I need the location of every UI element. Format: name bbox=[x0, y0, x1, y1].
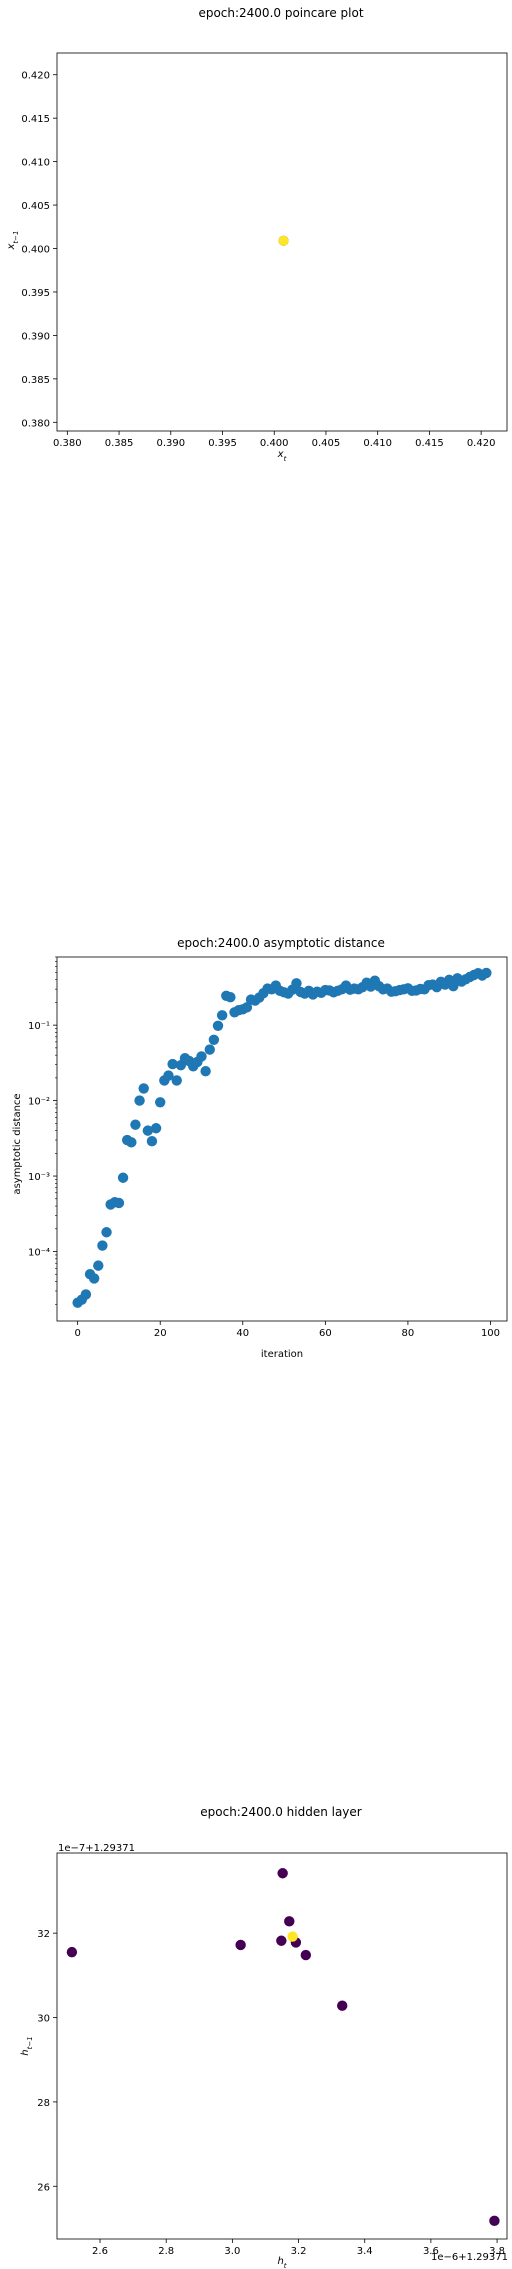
hidden-data-point bbox=[489, 2215, 500, 2227]
hidden-y-offset-label: 1e−7+1.29371 bbox=[58, 1843, 135, 1854]
poincare-chart-title: epoch:2400.0 poincare plot bbox=[198, 6, 363, 20]
asymptotic-data-point bbox=[208, 1034, 220, 1045]
hidden-data-point bbox=[276, 1935, 287, 1946]
asymptotic-y-tick-label: 10⁻³ bbox=[28, 1172, 50, 1183]
asymptotic-plot-area: 0 20 40 60 80 100 10⁻⁴ 10⁻³ 10⁻² 10⁻¹ bbox=[28, 956, 508, 1339]
asymptotic-data-point bbox=[241, 1002, 253, 1013]
poincare-y-label: xt−1 bbox=[6, 231, 20, 251]
poincare-y-tick-label: 0.415 bbox=[21, 114, 50, 125]
asymptotic-x-tick-label: 100 bbox=[481, 1328, 500, 1339]
poincare-y-tick-label: 0.380 bbox=[21, 418, 50, 429]
poincare-y-tick-label: 0.405 bbox=[21, 201, 50, 212]
asymptotic-data-point bbox=[216, 1010, 228, 1021]
hidden-x-offset-label: 1e−6+1.29371 bbox=[431, 2252, 508, 2263]
hidden-x-tick-label: 3.2 bbox=[291, 2246, 307, 2257]
asymptotic-data-point bbox=[200, 1066, 211, 1077]
hidden-x-label: ht bbox=[277, 2256, 286, 2269]
hidden-data-point bbox=[277, 1868, 288, 1879]
asymptotic-data-point bbox=[130, 1119, 141, 1130]
poincare-y-tick-label: 0.390 bbox=[21, 331, 50, 342]
asymptotic-data-point bbox=[101, 1227, 112, 1238]
poincare-y-tick-label: 0.410 bbox=[21, 158, 50, 169]
asymptotic-data-point bbox=[113, 1197, 125, 1209]
poincare-x-tick-label: 0.420 bbox=[467, 438, 496, 449]
poincare-x-tick-label: 0.415 bbox=[415, 438, 444, 449]
asymptotic-x-tick-label: 80 bbox=[402, 1328, 415, 1339]
asymptotic-x-tick-label: 20 bbox=[154, 1328, 167, 1339]
asymptotic-data-point bbox=[212, 1020, 224, 1032]
asymptotic-data-point bbox=[448, 981, 459, 992]
asymptotic-data-point bbox=[126, 1137, 137, 1148]
asymptotic-axes-frame bbox=[56, 956, 508, 1322]
hidden-x-tick-label: 2.8 bbox=[158, 2246, 174, 2257]
hidden-data-point bbox=[235, 1939, 246, 1951]
hidden-data-point bbox=[66, 1946, 78, 1958]
asymptotic-y-tick-label: 10⁻² bbox=[28, 1097, 50, 1108]
poincare-y-tick-label: 0.385 bbox=[21, 375, 50, 386]
hidden-x-tick-label: 3.8 bbox=[489, 2246, 505, 2257]
poincare-x-tick-label: 0.395 bbox=[208, 438, 237, 449]
asymptotic-data-point bbox=[171, 1075, 182, 1086]
asymptotic-data-point bbox=[97, 1240, 108, 1251]
asymptotic-data-point bbox=[93, 1260, 104, 1271]
asymptotic-data-point bbox=[117, 1172, 129, 1183]
asymptotic-data-point bbox=[163, 1070, 174, 1081]
poincare-y-tick-label: 0.395 bbox=[21, 288, 50, 299]
asymptotic-data-point bbox=[146, 1135, 158, 1147]
hidden-data-point bbox=[300, 1949, 312, 1961]
asymptotic-data-point bbox=[204, 1044, 215, 1055]
hidden-axes-frame bbox=[56, 1852, 508, 2240]
asymptotic-data-point bbox=[155, 1097, 166, 1108]
poincare-y-tick-label: 0.420 bbox=[21, 71, 50, 82]
hidden-y-tick-label: 28 bbox=[37, 2098, 50, 2109]
asymptotic-data-point bbox=[80, 1289, 92, 1300]
asymptotic-data-point bbox=[225, 991, 236, 1003]
hidden-data-point bbox=[337, 2000, 348, 2011]
hidden-plot-area: 2.6 2.8 3.0 3.2 3.4 3.6 3.8 26 28 30 32 bbox=[37, 1852, 508, 2257]
poincare-x-label: xt bbox=[277, 449, 287, 463]
asymptotic-data-point bbox=[291, 978, 302, 989]
asymptotic-data-point bbox=[481, 967, 492, 979]
poincare-x-tick-label: 0.410 bbox=[363, 438, 392, 449]
asymptotic-chart-title: epoch:2400.0 asymptotic distance bbox=[177, 936, 385, 950]
asymptotic-data-point bbox=[142, 1125, 154, 1136]
asymptotic-y-tick-label: 10⁻¹ bbox=[28, 1021, 50, 1032]
asymptotic-y-label: asymptotic distance bbox=[12, 1093, 23, 1194]
hidden-x-tick-label: 3.0 bbox=[224, 2246, 240, 2257]
poincare-y-tick-label: 0.400 bbox=[21, 245, 50, 256]
poincare-x-tick-label: 0.405 bbox=[312, 438, 341, 449]
hidden-chart-title: epoch:2400.0 hidden layer bbox=[200, 1805, 362, 1819]
hidden-y-tick-label: 30 bbox=[37, 2014, 50, 2025]
hidden-data-point bbox=[284, 1916, 295, 1927]
poincare-x-tick-label: 0.380 bbox=[53, 438, 82, 449]
hidden-x-tick-label: 2.6 bbox=[92, 2246, 108, 2257]
hidden-y-label: ht−1 bbox=[20, 2036, 34, 2055]
poincare-x-tick-label: 0.390 bbox=[156, 438, 185, 449]
poincare-data-point bbox=[278, 235, 289, 246]
hidden-data-point bbox=[287, 1931, 298, 1942]
asymptotic-data-point bbox=[150, 1123, 162, 1134]
asymptotic-x-tick-label: 40 bbox=[236, 1328, 249, 1339]
asymptotic-data-point bbox=[167, 1058, 178, 1070]
hidden-x-tick-label: 3.6 bbox=[423, 2246, 439, 2257]
poincare-x-tick-label: 0.400 bbox=[260, 438, 289, 449]
asymptotic-x-label: iteration bbox=[261, 1349, 303, 1360]
asymptotic-data-point bbox=[134, 1095, 145, 1106]
asymptotic-data-point bbox=[88, 1273, 100, 1284]
hidden-y-tick-label: 26 bbox=[37, 2182, 50, 2193]
asymptotic-x-tick-label: 60 bbox=[319, 1328, 332, 1339]
asymptotic-data-point bbox=[196, 1051, 207, 1062]
hidden-x-tick-label: 3.4 bbox=[357, 2246, 373, 2257]
poincare-x-tick-label: 0.385 bbox=[105, 438, 134, 449]
poincare-axes-frame bbox=[56, 52, 508, 432]
asymptotic-data-point bbox=[138, 1083, 149, 1094]
asymptotic-y-tick-label: 10⁻⁴ bbox=[28, 1248, 50, 1259]
asymptotic-x-tick-label: 0 bbox=[74, 1328, 80, 1339]
poincare-plot-area: 0.380 0.385 0.390 0.395 0.400 0.405 0.410 0.415… bbox=[21, 52, 508, 449]
hidden-y-tick-label: 32 bbox=[37, 1929, 50, 1940]
